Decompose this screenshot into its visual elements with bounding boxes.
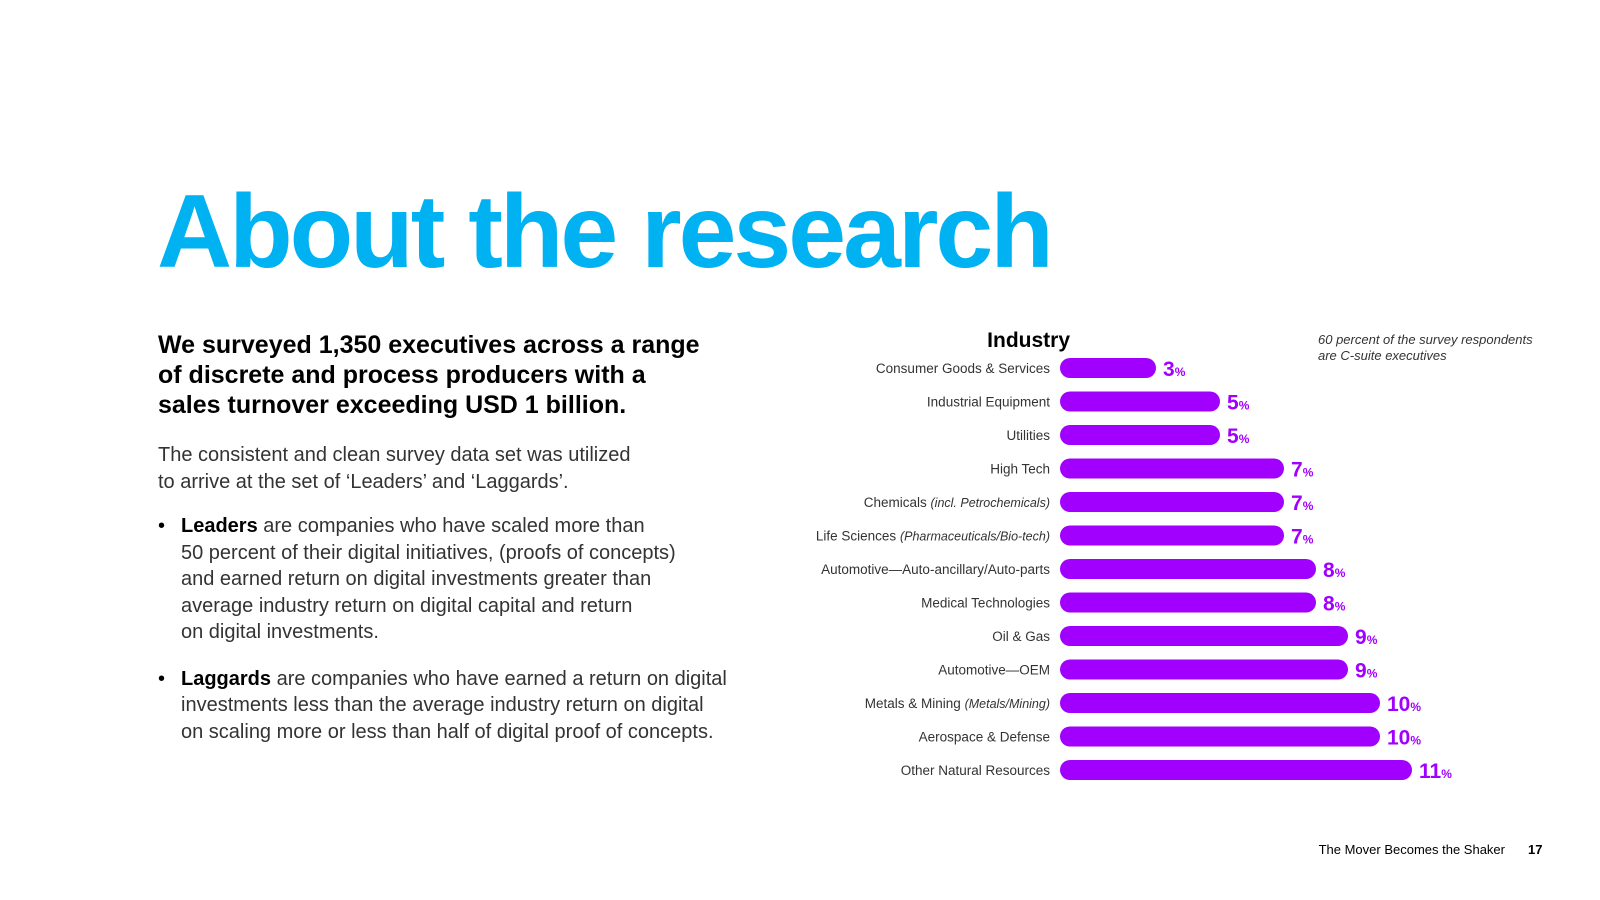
value-label: 7% — [1291, 526, 1314, 549]
footer-publication-title: The Mover Becomes the Shaker — [1318, 842, 1505, 857]
leaders-definition: • Leaders are companies who have scaled … — [158, 513, 758, 646]
bullet-dot: • — [158, 667, 166, 690]
intro-paragraph: The consistent and clean survey data set… — [158, 442, 758, 495]
bar — [1060, 626, 1348, 646]
value-label: 11% — [1419, 760, 1452, 783]
category-label: High Tech — [990, 462, 1050, 477]
value-label: 8% — [1323, 593, 1346, 616]
bar — [1060, 425, 1220, 445]
bullet-line: on scaling more or less than half of dig… — [181, 720, 714, 743]
bar — [1060, 358, 1156, 378]
laggards-term: Laggards — [181, 667, 272, 690]
category-label: Automotive—Auto-ancillary/Auto-parts — [821, 562, 1050, 577]
intro-line: to arrive at the set of ‘Leaders’ and ‘L… — [158, 470, 569, 493]
category-label: Metals & Mining (Metals/Mining) — [865, 696, 1050, 711]
bullet-text: are companies who have earned a return o… — [271, 667, 727, 690]
bullet-line: and earned return on digital investments… — [181, 568, 652, 590]
bar — [1060, 525, 1284, 546]
bar — [1060, 726, 1380, 747]
bar — [1060, 458, 1284, 479]
page-title: About the research — [157, 174, 1054, 290]
category-label: Chemicals (incl. Petrochemicals) — [864, 495, 1050, 510]
category-label: Other Natural Resources — [901, 763, 1051, 778]
note-line: 60 percent of the survey respondents — [1318, 332, 1533, 347]
bar — [1060, 559, 1316, 579]
value-label: 7% — [1291, 492, 1314, 515]
value-label: 7% — [1291, 459, 1314, 482]
value-label: 5% — [1227, 425, 1250, 448]
chart-title: Industry — [987, 329, 1070, 352]
value-label: 8% — [1323, 559, 1346, 582]
definitions-list: • Leaders are companies who have scaled … — [158, 513, 758, 745]
bullet-line: average industry return on digital capit… — [181, 594, 633, 617]
text-column: We surveyed 1,350 executives across a ra… — [158, 330, 758, 765]
bullet-dot: • — [158, 515, 166, 537]
bullet-line: 50 percent of their digital initiatives,… — [181, 541, 676, 564]
value-label: 9% — [1355, 660, 1378, 683]
bar — [1060, 693, 1380, 713]
category-label: Life Sciences (Pharmaceuticals/Bio-tech) — [816, 529, 1050, 544]
value-label: 10% — [1387, 693, 1421, 716]
respondents-note: 60 percent of the survey respondents are… — [1318, 332, 1578, 363]
category-label: Industrial Equipment — [927, 395, 1050, 410]
bullet-line: on digital investments. — [181, 621, 379, 643]
bullet-first-line: Leaders are companies who have scaled mo… — [181, 513, 758, 540]
lead-line: We surveyed 1,350 executives across a ra… — [158, 331, 700, 359]
value-label: 5% — [1227, 392, 1250, 415]
bar — [1060, 391, 1220, 412]
page-number: 17 — [1528, 842, 1543, 857]
leaders-term: Leaders — [181, 515, 258, 537]
bar — [1060, 592, 1316, 613]
bullet-line: investments less than the average indust… — [181, 694, 704, 716]
value-label: 3% — [1163, 358, 1186, 381]
lead-line: of discrete and process producers with a — [158, 361, 646, 389]
industry-bar-chart: Consumer Goods & Services 3% Industrial Eq… — [816, 358, 1452, 783]
bar — [1060, 659, 1348, 680]
bullet-first-line: Laggards are companies who have earned a… — [181, 666, 758, 693]
category-label: Utilities — [1006, 428, 1050, 443]
category-label: Medical Technologies — [921, 596, 1050, 611]
value-label: 10% — [1387, 727, 1421, 750]
laggards-definition: • Laggards are companies who have earned… — [158, 666, 758, 746]
intro-line: The consistent and clean survey data set… — [158, 444, 631, 466]
category-label: Aerospace & Defense — [919, 730, 1050, 745]
note-line: are C-suite executives — [1318, 347, 1447, 363]
value-label: 9% — [1355, 626, 1378, 649]
lead-paragraph: We surveyed 1,350 executives across a ra… — [158, 330, 758, 420]
bar — [1060, 760, 1412, 780]
bar — [1060, 492, 1284, 512]
lead-line: sales turnover exceeding USD 1 billion. — [158, 391, 627, 419]
category-label: Oil & Gas — [992, 629, 1050, 644]
category-label: Consumer Goods & Services — [876, 361, 1050, 376]
category-label: Automotive—OEM — [938, 663, 1050, 678]
bullet-text: are companies who have scaled more than — [257, 515, 645, 537]
